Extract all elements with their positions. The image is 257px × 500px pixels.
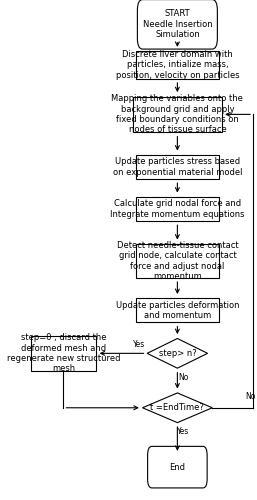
FancyBboxPatch shape [135, 298, 219, 322]
FancyBboxPatch shape [135, 197, 219, 221]
FancyBboxPatch shape [135, 52, 219, 78]
FancyBboxPatch shape [135, 244, 219, 278]
Text: Detect needle-tissue contact
grid node, calculate contact
force and adjust nodal: Detect needle-tissue contact grid node, … [117, 240, 238, 281]
Text: Update particles stress based
on exponential material model: Update particles stress based on exponen… [113, 157, 242, 176]
FancyBboxPatch shape [135, 155, 219, 178]
Text: Mapping the variables onto the
background grid and apply
fixed boundary conditio: Mapping the variables onto the backgroun… [112, 94, 243, 134]
Text: Discrete liver domain with
particles, intialize mass,
position, velocity on part: Discrete liver domain with particles, in… [116, 50, 239, 80]
Polygon shape [147, 338, 208, 368]
Text: START
Needle Insertion
Simulation: START Needle Insertion Simulation [143, 10, 212, 39]
FancyBboxPatch shape [137, 0, 217, 49]
Text: Calculate grid nodal force and
Integrate momentum equations: Calculate grid nodal force and Integrate… [110, 199, 245, 218]
Text: Yes: Yes [133, 340, 145, 349]
Text: Update particles deformation
and momentum: Update particles deformation and momentu… [116, 300, 239, 320]
Text: No: No [178, 372, 188, 382]
FancyBboxPatch shape [31, 336, 96, 371]
FancyBboxPatch shape [148, 446, 207, 488]
Text: t =EndTime?: t =EndTime? [150, 404, 204, 412]
Polygon shape [142, 393, 212, 422]
Text: step=0 , discard the
deformed mesh and
regenerate new structured
mesh: step=0 , discard the deformed mesh and r… [7, 334, 120, 374]
Text: End: End [169, 462, 185, 471]
FancyBboxPatch shape [133, 96, 222, 132]
Text: No: No [245, 392, 256, 402]
Text: Yes: Yes [177, 427, 189, 436]
Text: step> n?: step> n? [159, 349, 196, 358]
